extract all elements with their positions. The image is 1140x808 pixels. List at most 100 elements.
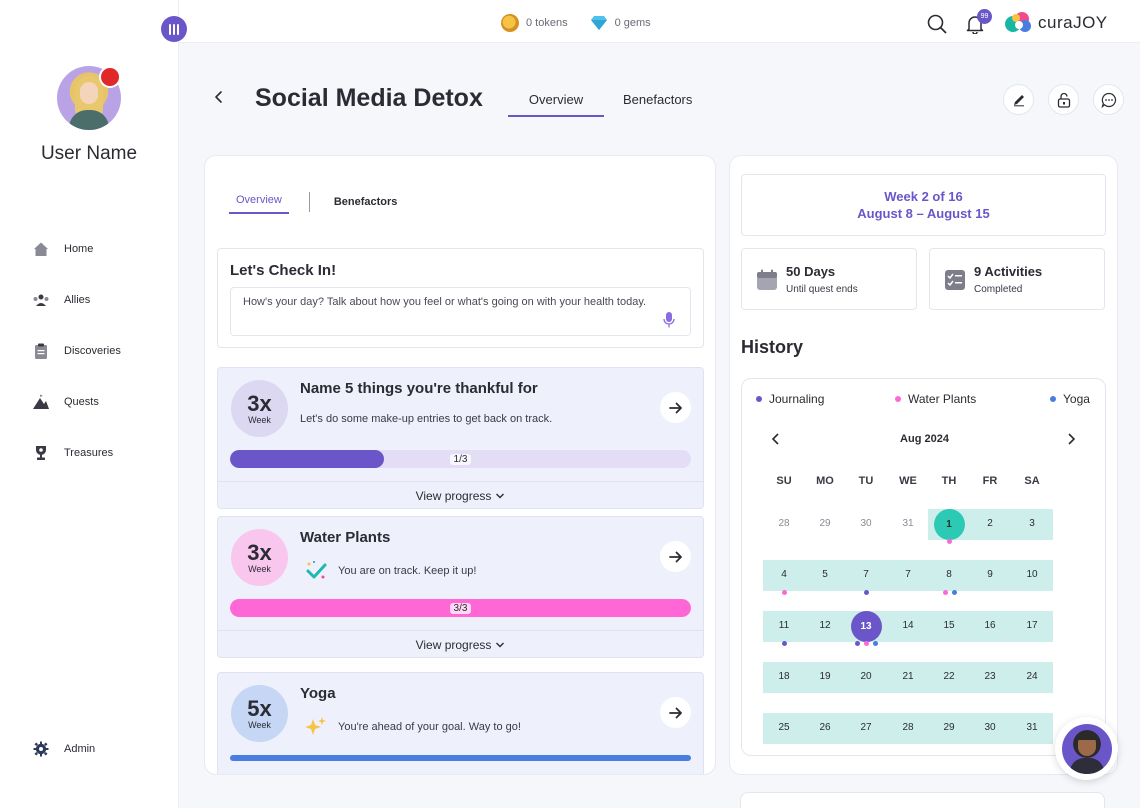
microphone-icon[interactable] [662, 311, 676, 329]
calendar-day[interactable]: 27 [860, 722, 872, 733]
inner-tab-benefactors[interactable]: Benefactors [333, 196, 398, 208]
chevron-down-icon [496, 493, 505, 498]
calendar-day[interactable]: 15 [943, 620, 955, 631]
activity-description: You are on track. Keep it up! [304, 559, 476, 583]
gems-count: 0 gems [614, 17, 651, 29]
calendar-day[interactable]: 7 [863, 569, 869, 580]
calendar-day[interactable]: 12 [819, 620, 831, 631]
calendar-day[interactable]: 18 [778, 671, 790, 682]
calendar-day[interactable]: 4 [781, 569, 787, 580]
week-range: August 8 – August 15 [857, 206, 990, 221]
activity-dot [854, 641, 860, 646]
view-progress-button[interactable]: View progress [218, 630, 703, 658]
calendar-day[interactable]: 9 [987, 569, 993, 580]
calendar-day[interactable]: 23 [984, 671, 996, 682]
activity-dot [946, 539, 952, 544]
activity-open-button[interactable] [660, 392, 691, 423]
calendar-day[interactable]: 7 [905, 569, 911, 580]
legend-yoga: Yoga [1050, 392, 1090, 406]
calendar-day[interactable]: 25 [778, 722, 790, 733]
calendar-day[interactable]: 26 [819, 722, 831, 733]
stat-activities-completed: 9 Activities Completed [929, 248, 1105, 310]
assistant-avatar [1061, 723, 1112, 774]
activity-open-button[interactable] [660, 541, 691, 572]
calendar-day[interactable]: 28 [902, 722, 914, 733]
sidebar-item-quests[interactable]: Quests [32, 376, 121, 427]
calendar-day[interactable]: 31 [902, 518, 914, 529]
calendar-day[interactable]: 5 [822, 569, 828, 580]
checkin-input[interactable]: How's your day? Talk about how you feel … [230, 287, 691, 336]
sidebar-item-admin[interactable]: Admin [32, 740, 95, 758]
arrow-right-icon [668, 551, 682, 562]
activity-open-button[interactable] [660, 697, 691, 728]
sidebar-item-allies[interactable]: Allies [32, 274, 121, 325]
calendar-day[interactable]: 24 [1026, 671, 1038, 682]
calendar-day[interactable]: 30 [860, 518, 872, 529]
weekday-header: MO [816, 475, 834, 487]
calendar-day[interactable]: 3 [1029, 518, 1035, 529]
view-progress-button[interactable]: View progress [218, 481, 703, 509]
calendar-day[interactable]: 17 [1026, 620, 1038, 631]
calendar-day[interactable]: 10 [1026, 569, 1038, 580]
weekday-header: WE [899, 475, 917, 487]
curajoy-logo[interactable]: curaJOY [1004, 10, 1108, 36]
top-bar: 0 tokens 0 gems 99 curaJOY [179, 0, 1140, 43]
calendar-day[interactable]: 2 [987, 518, 993, 529]
tab-benefactors[interactable]: Benefactors [623, 92, 693, 107]
calendar-day[interactable]: 21 [902, 671, 914, 682]
calendar-day[interactable]: 28 [778, 518, 790, 529]
calendar-day[interactable]: 29 [943, 722, 955, 733]
calendar-day-start[interactable]: 1 [933, 508, 965, 540]
calendar-day-today[interactable]: 13 [850, 610, 882, 642]
calendar-range-band [763, 713, 1053, 744]
admin-label: Admin [64, 743, 96, 755]
activity-dot [872, 641, 878, 646]
sidebar-item-label: Quests [64, 395, 99, 408]
calendar-day[interactable]: 8 [946, 569, 952, 580]
chevron-left-icon[interactable] [771, 432, 781, 446]
activity-dot [951, 590, 957, 595]
frequency-badge: 3x Week [231, 529, 288, 586]
weekday-header: TH [941, 475, 957, 487]
calendar-range-band [763, 560, 1053, 591]
calendar-day[interactable]: 30 [984, 722, 996, 733]
search-icon[interactable] [927, 14, 947, 34]
back-arrow-icon[interactable] [213, 90, 225, 109]
sidebar-item-discoveries[interactable]: Discoveries [32, 325, 121, 376]
edit-button[interactable] [1003, 84, 1034, 115]
progress-label: 1/3 [449, 453, 472, 465]
calendar-range-band [763, 611, 1053, 642]
activity-card-yoga: 5x Week Yoga You're ahead of your goal. … [217, 672, 704, 774]
frequency-badge: 3x Week [231, 380, 288, 437]
calendar-day[interactable]: 22 [943, 671, 955, 682]
calendar-day[interactable]: 16 [984, 620, 996, 631]
calendar-day[interactable]: 14 [902, 620, 914, 631]
sidebar-item-treasures[interactable]: Treasures [32, 427, 121, 478]
chat-button[interactable] [1093, 84, 1124, 115]
weekday-header: SA [1024, 475, 1040, 487]
stat-label: Until quest ends [786, 284, 858, 295]
lock-button[interactable] [1048, 84, 1079, 115]
calendar-range-band [763, 662, 1053, 693]
sidebar-collapse-button[interactable] [161, 16, 187, 42]
legend-water-plants: Water Plants [895, 392, 976, 406]
calendar-day[interactable]: 19 [819, 671, 831, 682]
tab-overview[interactable]: Overview [508, 92, 604, 117]
activity-dot [863, 641, 869, 646]
inner-tab-overview[interactable]: Overview [229, 190, 289, 214]
calendar-day[interactable]: 29 [819, 518, 831, 529]
sidebar-item-label: Treasures [64, 446, 114, 459]
progress-bar [230, 755, 691, 761]
sidebar: User Name Home Allies Discoveries Quests [0, 0, 179, 808]
calendar-day[interactable]: 31 [1026, 722, 1038, 733]
stat-label: Completed [974, 284, 1023, 295]
sidebar-item-home[interactable]: Home [32, 223, 121, 274]
activity-dot [781, 641, 787, 646]
calendar-day[interactable]: 20 [860, 671, 872, 682]
unlock-icon [1057, 92, 1070, 108]
calendar-day[interactable]: 11 [778, 620, 790, 631]
activity-title: Name 5 things you're thankful for [300, 380, 538, 397]
chevron-right-icon[interactable] [1066, 432, 1076, 446]
assistant-avatar-button[interactable] [1055, 717, 1118, 780]
stat-value: 50 Days [786, 264, 836, 279]
